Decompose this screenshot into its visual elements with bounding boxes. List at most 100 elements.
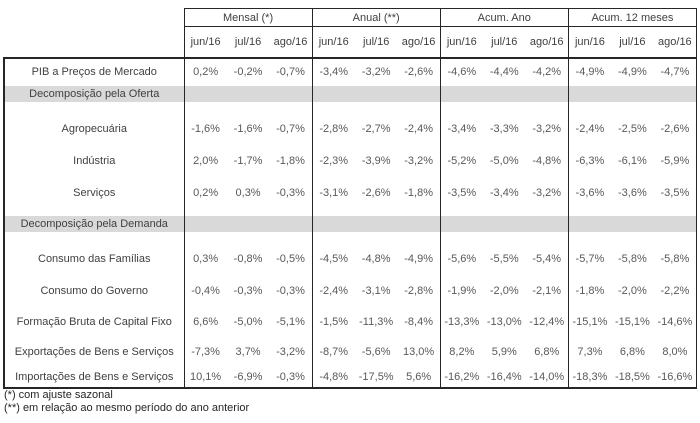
table-row-servicos: Serviços 0,2% 0,3% -0,3% -3,1% -2,6% -1,… bbox=[3, 176, 697, 209]
cell-value: -2,7% bbox=[361, 122, 391, 135]
cell-value: -1,8% bbox=[575, 284, 605, 297]
cell-value: -2,8% bbox=[397, 274, 441, 307]
cell-value: -5,6% bbox=[447, 252, 477, 265]
spacer bbox=[184, 101, 313, 113]
row-label: PIB a Preços de Mercado bbox=[3, 57, 185, 86]
cell-value: 8,2% bbox=[449, 345, 475, 358]
spacer bbox=[440, 101, 569, 113]
cell-value: -2,4% bbox=[575, 122, 605, 135]
cell-value: -5,0% bbox=[489, 154, 519, 167]
cell-value: -7,3% bbox=[191, 345, 220, 358]
cell-value: -3,5% bbox=[447, 186, 477, 199]
section-row-oferta: Decomposição pela Oferta bbox=[3, 85, 698, 102]
cell-value: -0,3% bbox=[269, 176, 313, 209]
spacer-row bbox=[3, 231, 698, 243]
cell-value: -5,8% bbox=[653, 242, 697, 275]
footnote-year-over-year: (**) em relação ao mesmo período do ano … bbox=[4, 402, 250, 414]
section-band-segment bbox=[184, 215, 313, 232]
section-band-segment bbox=[568, 215, 698, 232]
cell-value: -1,6% bbox=[233, 122, 263, 135]
cell-value: -5,4% bbox=[525, 242, 569, 275]
cell-value: -4,5% bbox=[319, 252, 349, 265]
section-band-segment bbox=[440, 215, 569, 232]
cell-value: -14,6% bbox=[653, 306, 697, 337]
spacer bbox=[568, 231, 698, 243]
header-row-groups: Mensal (*) Anual (**) Acum. Ano Acum. 12… bbox=[4, 8, 698, 27]
spacer bbox=[440, 208, 569, 216]
cell-value: -17,5% bbox=[354, 366, 398, 389]
month-header: jul/16 bbox=[354, 26, 398, 59]
cell-value: -15,1% bbox=[572, 315, 608, 328]
column-group-acum-ano: Acum. Ano bbox=[439, 8, 569, 27]
economic-indicators-table: Mensal (*) Anual (**) Acum. Ano Acum. 12… bbox=[3, 8, 698, 389]
cell-value: -4,4% bbox=[489, 66, 519, 78]
cell-value: -4,8% bbox=[525, 144, 569, 177]
cell-value: -2,8% bbox=[319, 122, 349, 135]
footnotes: (*) com ajuste sazonal (**) em relação a… bbox=[4, 389, 249, 415]
cell-value: 3,7% bbox=[235, 345, 261, 358]
cell-value: -2,2% bbox=[653, 274, 697, 307]
cell-value: -3,3% bbox=[489, 122, 519, 135]
section-band-segment bbox=[312, 85, 441, 102]
table-row-industria: Indústria 2,0% -1,7% -1,8% -2,3% -3,9% -… bbox=[3, 144, 697, 177]
cell-value: -2,1% bbox=[525, 274, 569, 307]
spacer bbox=[312, 101, 441, 113]
row-label: Exportações de Bens e Serviços bbox=[3, 336, 185, 367]
cell-value: -6,9% bbox=[226, 366, 270, 389]
cell-value: -2,3% bbox=[319, 154, 349, 167]
cell-value: 8,0% bbox=[653, 336, 697, 367]
spacer-row bbox=[3, 208, 698, 216]
cell-value: -5,2% bbox=[447, 154, 477, 167]
cell-value: -5,8% bbox=[618, 252, 647, 265]
cell-value: -5,0% bbox=[233, 315, 263, 328]
cell-value: -4,9% bbox=[397, 242, 441, 275]
spacer bbox=[3, 231, 185, 243]
cell-value: -3,9% bbox=[361, 154, 391, 167]
cell-value: -11,3% bbox=[359, 315, 394, 328]
table-row-consumo-governo: Consumo do Governo -0,4% -0,3% -0,3% -2,… bbox=[3, 274, 697, 307]
header-row-months: jun/16 jul/16 ago/16 jun/16 jul/16 ago/1… bbox=[4, 26, 697, 59]
cell-value: -18,3% bbox=[568, 366, 612, 389]
table-row-importacoes: Importações de Bens e Serviços 10,1% -6,… bbox=[3, 366, 697, 389]
cell-value: -0,3% bbox=[233, 284, 263, 297]
cell-value: 10,1% bbox=[184, 366, 227, 389]
cell-value: -3,4% bbox=[319, 66, 349, 78]
cell-value: -2,5% bbox=[618, 122, 647, 135]
cell-value: -5,1% bbox=[269, 306, 313, 337]
cell-value: -0,3% bbox=[269, 274, 313, 307]
row-label: Agropecuária bbox=[3, 112, 185, 145]
cell-value: -16,2% bbox=[440, 366, 483, 389]
cell-value: -4,9% bbox=[575, 66, 605, 78]
table-row-exportacoes: Exportações de Bens e Serviços -7,3% 3,7… bbox=[3, 336, 697, 367]
cell-value: -4,6% bbox=[447, 66, 477, 78]
section-band-segment bbox=[568, 85, 698, 102]
month-header: jun/16 bbox=[440, 26, 483, 59]
spacer bbox=[312, 208, 441, 216]
cell-value: -8,7% bbox=[319, 345, 349, 358]
cell-value: 0,2% bbox=[193, 66, 219, 78]
spacer bbox=[568, 101, 698, 113]
cell-value: -3,2% bbox=[269, 336, 313, 367]
spacer bbox=[312, 231, 441, 243]
month-header: ago/16 bbox=[653, 26, 697, 59]
spacer-row bbox=[3, 101, 698, 113]
cell-value: -6,3% bbox=[575, 154, 605, 167]
cell-value: -13,0% bbox=[486, 315, 522, 328]
cell-value: -0,3% bbox=[269, 366, 313, 389]
table-row-fbcf: Formação Bruta de Capital Fixo 6,6% -5,0… bbox=[3, 306, 697, 337]
cell-value: 5,6% bbox=[397, 366, 441, 389]
cell-value: -3,2% bbox=[361, 66, 391, 78]
cell-value: -4,7% bbox=[653, 57, 697, 86]
spacer bbox=[184, 208, 313, 216]
cell-value: -3,2% bbox=[525, 176, 569, 209]
month-header: jun/16 bbox=[184, 26, 227, 59]
row-label: Importações de Bens e Serviços bbox=[3, 366, 185, 389]
spacer bbox=[568, 208, 698, 216]
cell-value: -1,9% bbox=[447, 284, 477, 297]
cell-value: -3,5% bbox=[653, 176, 697, 209]
cell-value: -8,4% bbox=[397, 306, 441, 337]
cell-value: -2,4% bbox=[319, 284, 349, 297]
month-header: jul/16 bbox=[226, 26, 270, 59]
month-header: jul/16 bbox=[611, 26, 654, 59]
cell-value: 7,3% bbox=[577, 345, 603, 358]
